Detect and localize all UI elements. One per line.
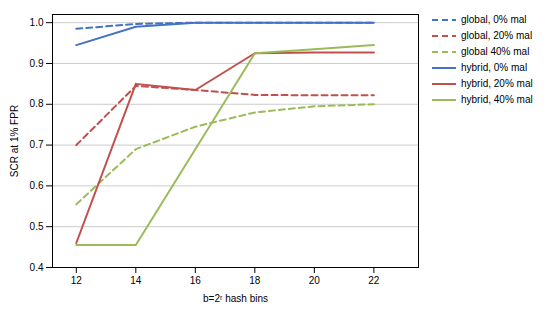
html-text:hybrid, 0% mal: hybrid, 0% mal — [461, 62, 528, 73]
html-text:global 40% mal: global 40% mal — [461, 46, 530, 57]
html-text:global, 0% mal: global, 0% mal — [461, 14, 527, 25]
svg-text:12: 12 — [71, 275, 83, 286]
svg-text:SCR at 1% FPR: SCR at 1% FPR — [9, 105, 20, 177]
svg-text:0.4: 0.4 — [30, 262, 44, 273]
svg-text:0.8: 0.8 — [30, 98, 44, 109]
svg-text:22: 22 — [368, 275, 380, 286]
svg-text:20: 20 — [309, 275, 321, 286]
svg-text:14: 14 — [130, 275, 142, 286]
svg-text:b=2ʳ hash bins: b=2ʳ hash bins — [203, 293, 268, 304]
svg-text:16: 16 — [190, 275, 202, 286]
svg-text:0.9: 0.9 — [30, 58, 44, 69]
html-text:hybrid, 40% mal: hybrid, 40% mal — [461, 94, 533, 105]
svg-text:0.5: 0.5 — [30, 221, 44, 232]
html-text:global, 20% mal: global, 20% mal — [461, 30, 533, 41]
svg-text:18: 18 — [249, 275, 261, 286]
svg-text:0.7: 0.7 — [30, 139, 44, 150]
svg-text:0.6: 0.6 — [30, 180, 44, 191]
svg-text:1.0: 1.0 — [30, 17, 44, 28]
html-text:hybrid, 20% mal: hybrid, 20% mal — [461, 78, 533, 89]
